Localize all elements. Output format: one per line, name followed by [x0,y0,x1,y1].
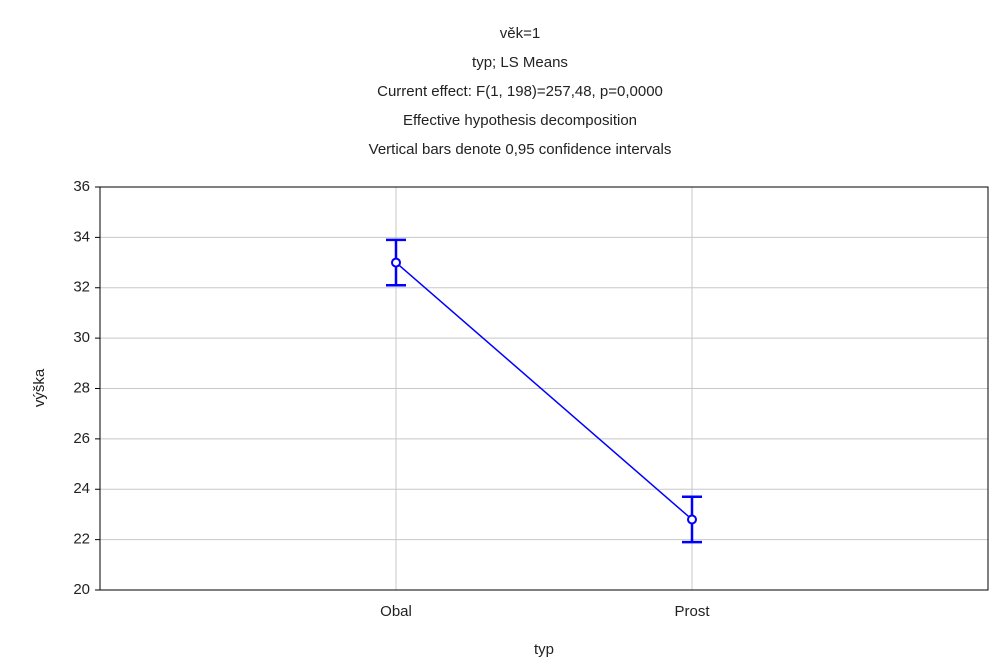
point [687,514,697,525]
y-axis-label: výška [31,368,48,407]
y-tick-label: 20 [73,581,90,598]
y-tick-label: 28 [73,379,90,396]
y-tick-label: 24 [73,480,90,497]
x-tick-label: Obal [380,603,412,620]
plot-frame [99,186,989,591]
y-tick-label: 34 [73,228,90,245]
chart-title: věk=1 [500,25,540,42]
x-axis-label: typ [534,641,554,658]
line [395,261,693,521]
point [391,257,401,268]
y-tick-label: 26 [73,430,90,447]
x-tick-label: Prost [674,603,710,620]
chart-title: Current effect: F(1, 198)=257,48, p=0,00… [377,83,663,100]
chart-title: Effective hypothesis decomposition [403,112,637,129]
y-tick-label: 32 [73,279,90,296]
chart-title: typ; LS Means [472,54,568,71]
chart-title: Vertical bars denote 0,95 confidence int… [369,141,672,158]
y-tick-label: 30 [73,329,90,346]
y-tick-label: 36 [73,178,90,195]
y-tick-label: 22 [73,531,90,548]
